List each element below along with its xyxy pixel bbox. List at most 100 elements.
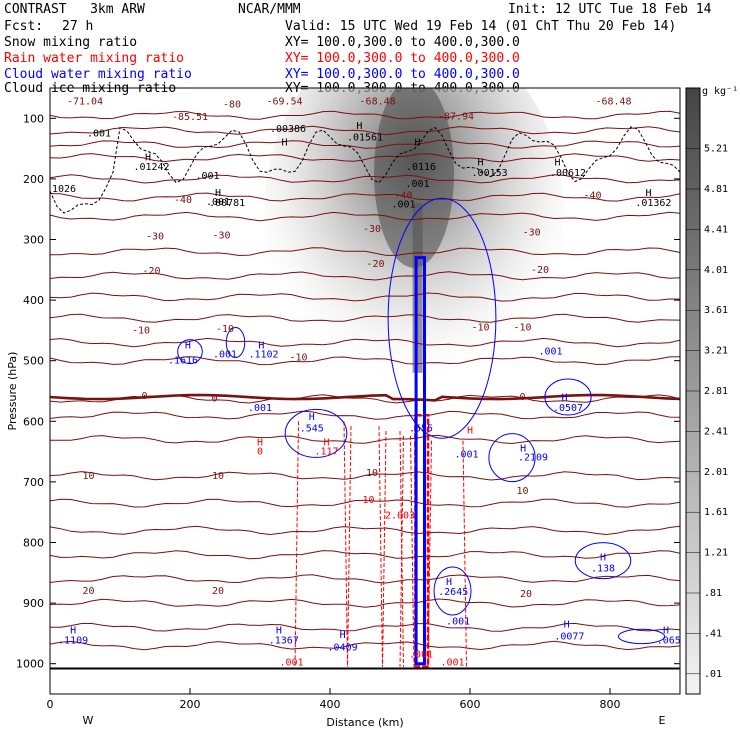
- y-axis-label: Pressure (hPa): [6, 352, 19, 431]
- cloud-ice-label: H: [281, 138, 287, 149]
- isotherm-label: -10: [513, 322, 531, 333]
- isotherm-label: -68.48: [595, 96, 631, 107]
- cloud-water-contour: [617, 628, 666, 645]
- x-tick-label: 200: [180, 698, 201, 711]
- cloud-ice-label: H: [645, 188, 651, 199]
- rain-water-contour: [294, 421, 348, 667]
- field-cloudwater-xy: XY= 100.0,300.0 to 400.0,300.0: [285, 67, 520, 82]
- rain-water-contour: [382, 430, 404, 667]
- cloud-water-label: .2645: [438, 587, 468, 598]
- isotherm-label: -30: [212, 230, 230, 241]
- forecast-hour: 27 h: [62, 19, 94, 34]
- cloud-water-label: .001: [248, 403, 272, 414]
- isotherm-line: [50, 622, 680, 632]
- colorbar-label: 4.01: [704, 265, 728, 276]
- colorbar-label: 1.21: [704, 548, 728, 559]
- colorbar-label: 4.41: [704, 224, 728, 235]
- cloud-ice-label: .00612: [550, 168, 586, 179]
- field-snow-xy: XY= 100.0,300.0 to 400.0,300.0: [285, 35, 520, 50]
- cloud-ice-contour: [50, 126, 680, 214]
- isotherm-label: 0: [211, 393, 217, 404]
- field-cloudwater-name: Cloud water mixing ratio: [4, 67, 192, 82]
- colorbar-label: 1.61: [704, 507, 728, 518]
- cloud-water-label: .0409: [328, 642, 358, 653]
- isotherm-line: [50, 247, 680, 257]
- cloud-water-label: .1616: [168, 356, 198, 367]
- isotherm-label: -71.04: [67, 96, 103, 107]
- cloud-water-label: .001: [538, 347, 562, 358]
- y-tick-label: 100: [23, 112, 44, 125]
- isotherm-label: -20: [366, 259, 384, 270]
- y-tick-label: 300: [23, 234, 44, 247]
- y-tick-label: 400: [23, 294, 44, 307]
- cloud-ice-label: .01362: [635, 198, 671, 209]
- cloud-water-label: H: [185, 341, 191, 352]
- isotherm-label: -10: [132, 325, 150, 336]
- isotherm-line: [50, 313, 680, 323]
- cloud-ice-label: .001: [195, 171, 219, 182]
- isotherm-label: -30: [146, 232, 164, 243]
- isotherm-line: [50, 410, 680, 420]
- rain-water-label: H: [323, 438, 329, 449]
- isotherm-label: -40: [394, 190, 412, 201]
- field-rain-name: Rain water mixing ratio: [4, 51, 185, 66]
- isotherm-line: [50, 550, 680, 560]
- cloud-ice-label: H: [356, 121, 362, 132]
- isotherm-label: -87.94: [438, 112, 474, 123]
- cloud-water-label: .1109: [58, 636, 88, 647]
- cloud-water-label: H: [258, 341, 264, 352]
- cloud-ice-label: .001: [391, 199, 415, 210]
- cloud-water-label: H: [446, 577, 452, 588]
- cloud-ice-label: .001: [87, 128, 111, 139]
- cloud-ice-label: .0116: [406, 162, 436, 173]
- isotherm-line: [50, 574, 680, 584]
- rain-water-label: .117: [314, 447, 338, 458]
- init-time: Init: 12 UTC Tue 18 Feb 14: [508, 2, 712, 17]
- isotherm-label: -20: [142, 266, 160, 277]
- isotherm-label: 0: [519, 392, 525, 403]
- isotherm-label: 10: [212, 471, 224, 482]
- isotherm-line: [50, 110, 680, 120]
- isotherm-line: [50, 471, 680, 481]
- colorbar-label: 2.81: [704, 386, 728, 397]
- isotherm-label: 10: [516, 486, 528, 497]
- colorbar-label: 4.81: [704, 184, 728, 195]
- isotherm-line: [50, 192, 680, 202]
- cloud-ice-label: H: [414, 138, 420, 149]
- isotherm-line: [50, 434, 680, 445]
- cloud-water-contour: [433, 566, 472, 616]
- rain-water-label: .001: [409, 650, 433, 661]
- isotherm-label: 0: [141, 391, 147, 402]
- cloud-water-label: .2109: [518, 453, 548, 464]
- cloud-ice-label: H: [215, 188, 221, 199]
- isotherm-line: [50, 337, 680, 348]
- plot-frame: [49, 87, 681, 695]
- cloud-ice-label: .01242: [133, 162, 169, 173]
- isotherm-label: -40: [583, 190, 601, 201]
- cloud-water-contour: [177, 339, 203, 365]
- cloud-water-label: .555: [409, 424, 433, 435]
- cloud-water-contour: [544, 378, 592, 416]
- y-tick-label: 500: [23, 355, 44, 368]
- valid-time: Valid: 15 UTC Wed 19 Feb 14 (01 ChT Thu …: [285, 19, 677, 34]
- rain-water-label: .001: [279, 658, 303, 669]
- cloud-ice-label: .01561: [347, 133, 383, 144]
- rain-water-label: .001: [440, 658, 464, 669]
- isotherm-line: [50, 525, 680, 536]
- rain-water-label: 2.003: [385, 510, 415, 521]
- colorbar-label: 2.41: [704, 426, 728, 437]
- isotherm-label: 20: [82, 586, 94, 597]
- model-title: CONTRAST 3km ARW: [4, 2, 145, 17]
- isotherm-label: 20: [520, 589, 532, 600]
- y-tick-label: 1000: [16, 658, 44, 671]
- cloud-water-label: H: [600, 553, 606, 564]
- isotherm-label: -10: [471, 322, 489, 333]
- cloud-ice-label: .001: [206, 197, 230, 208]
- cloud-ice-label: .00153: [472, 168, 508, 179]
- cloud-water-label: .001: [454, 450, 478, 461]
- cloud-water-label: .0077: [554, 631, 584, 642]
- cloud-water-label: H: [520, 444, 526, 455]
- cloud-water-label: H: [340, 630, 346, 641]
- y-tick-label: 700: [23, 476, 44, 489]
